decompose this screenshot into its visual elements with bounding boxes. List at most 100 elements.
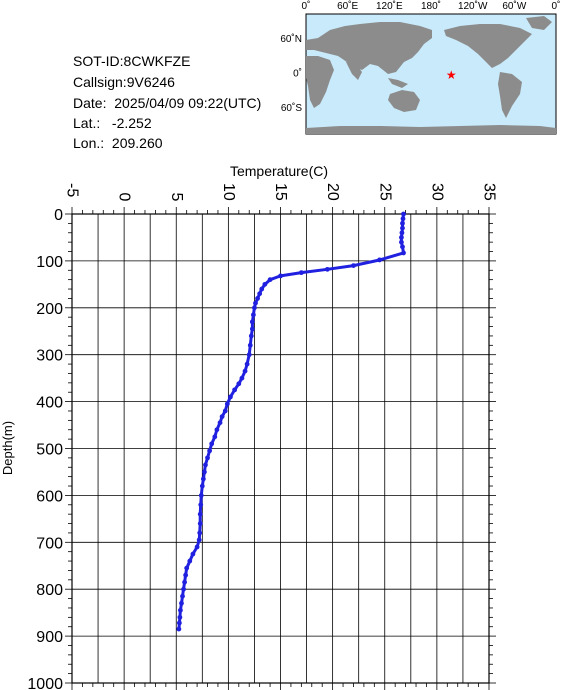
data-point [246, 352, 252, 358]
y-tick-label: 300 [36, 348, 63, 365]
x-tick-label: 10 [220, 183, 237, 201]
data-point [180, 593, 185, 599]
y-tick-label: 100 [36, 254, 63, 271]
data-point [200, 476, 206, 482]
map-lat-tick-label: 60˚N [280, 33, 302, 45]
x-tick-label: 25 [376, 183, 393, 201]
x-tick-label: 0 [116, 193, 133, 202]
data-point [203, 462, 208, 468]
data-point [401, 250, 406, 256]
map-land [306, 16, 556, 134]
series-line [177, 212, 405, 631]
x-tick-label: 5 [168, 193, 185, 202]
data-point [259, 286, 265, 292]
data-point [400, 220, 405, 226]
x-axis-title: Temperature(C) [230, 163, 328, 179]
map-lon-tick-label: 0˚ [552, 0, 561, 12]
data-point [252, 305, 257, 311]
data-point [239, 375, 245, 381]
data-point [183, 572, 189, 578]
land-north-america [444, 24, 532, 68]
y-tick-label: 800 [36, 582, 63, 599]
land-antarctica [306, 125, 556, 134]
y-tick-label: 0 [54, 207, 63, 224]
y-axis-title: Depth(m) [0, 421, 15, 475]
data-point [224, 401, 230, 407]
map-lon-tick-label: 60˚E [337, 0, 358, 12]
data-point [187, 558, 193, 564]
data-point [194, 544, 200, 550]
data-point [400, 225, 405, 231]
data-point [207, 448, 213, 454]
land-indonesia [388, 78, 408, 88]
data-point [228, 394, 233, 400]
data-point [197, 511, 203, 517]
data-point [205, 455, 210, 461]
data-point [400, 244, 405, 250]
data-point [179, 600, 184, 606]
x-tick-label: 30 [428, 183, 445, 201]
data-point [176, 626, 182, 632]
data-point [400, 216, 406, 222]
data-point [249, 319, 255, 325]
x-tick-label: -5 [64, 183, 81, 197]
data-point [267, 277, 273, 283]
data-point [201, 469, 207, 475]
land-south-america [498, 72, 522, 118]
map-lat-tick-label: 60˚S [281, 102, 302, 114]
x-tick-labels: -5 0 5 10 15 20 25 30 35 [64, 183, 498, 202]
land-india [346, 62, 362, 80]
data-point [217, 420, 223, 426]
y-tick-label: 900 [36, 629, 63, 646]
data-point [199, 483, 205, 489]
callsign-text: Callsign:9V6246 [73, 74, 175, 90]
chart-grid [71, 213, 490, 684]
data-point [219, 414, 225, 420]
data-point [197, 521, 203, 526]
map-lon-ticks: 0˚ 60˚E 120˚E 180˚ 120˚W 60˚W 0˚ [302, 0, 561, 12]
data-point [247, 342, 253, 348]
map-lon-tick-label: 0˚ [302, 0, 311, 12]
data-point [244, 361, 250, 367]
land-africa [306, 56, 334, 108]
data-point [182, 579, 187, 585]
data-point [181, 586, 186, 592]
data-point [249, 326, 255, 332]
sot-id-text: SOT-ID:8CWKFZE [73, 53, 191, 69]
data-point [298, 270, 304, 276]
map-lon-tick-label: 120˚E [376, 0, 403, 12]
data-point [184, 565, 190, 571]
data-point [198, 502, 204, 508]
data-point [399, 230, 405, 236]
data-point [222, 408, 228, 414]
land-eurasia [306, 22, 432, 74]
date-text: Date: 2025/04/09 09:22(UTC) [73, 95, 262, 111]
data-point [212, 434, 218, 440]
data-point [236, 381, 242, 387]
data-point [214, 427, 220, 433]
y-tick-label: 700 [36, 535, 63, 552]
data-point [176, 620, 182, 626]
series-temperature [176, 211, 406, 632]
station-marker-icon: ★ [446, 68, 457, 82]
data-point [178, 607, 183, 613]
data-point [351, 263, 356, 268]
data-point [196, 537, 202, 543]
map-lat-ticks: 60˚N 0˚ 60˚S [280, 33, 302, 114]
location-map: 0˚ 60˚E 120˚E 180˚ 120˚W 60˚W 0˚ 60˚N 0˚ 60˚S ★ [280, 0, 561, 135]
x-tick-label: 15 [272, 183, 289, 201]
lon-text: Lon.: 209.260 [73, 135, 163, 151]
data-point [257, 291, 263, 297]
y-tick-labels: 0 100 200 300 400 500 600 700 800 900 1000 [27, 207, 63, 690]
map-lon-tick-label: 120˚W [458, 0, 488, 12]
data-point [325, 266, 330, 272]
data-point [197, 530, 203, 536]
data-point [255, 296, 260, 301]
data-point [190, 551, 196, 557]
data-point [209, 441, 215, 447]
data-point [262, 281, 268, 287]
data-point [250, 312, 256, 318]
x-tick-label: 35 [481, 183, 498, 201]
y-tick-label: 600 [36, 488, 63, 505]
